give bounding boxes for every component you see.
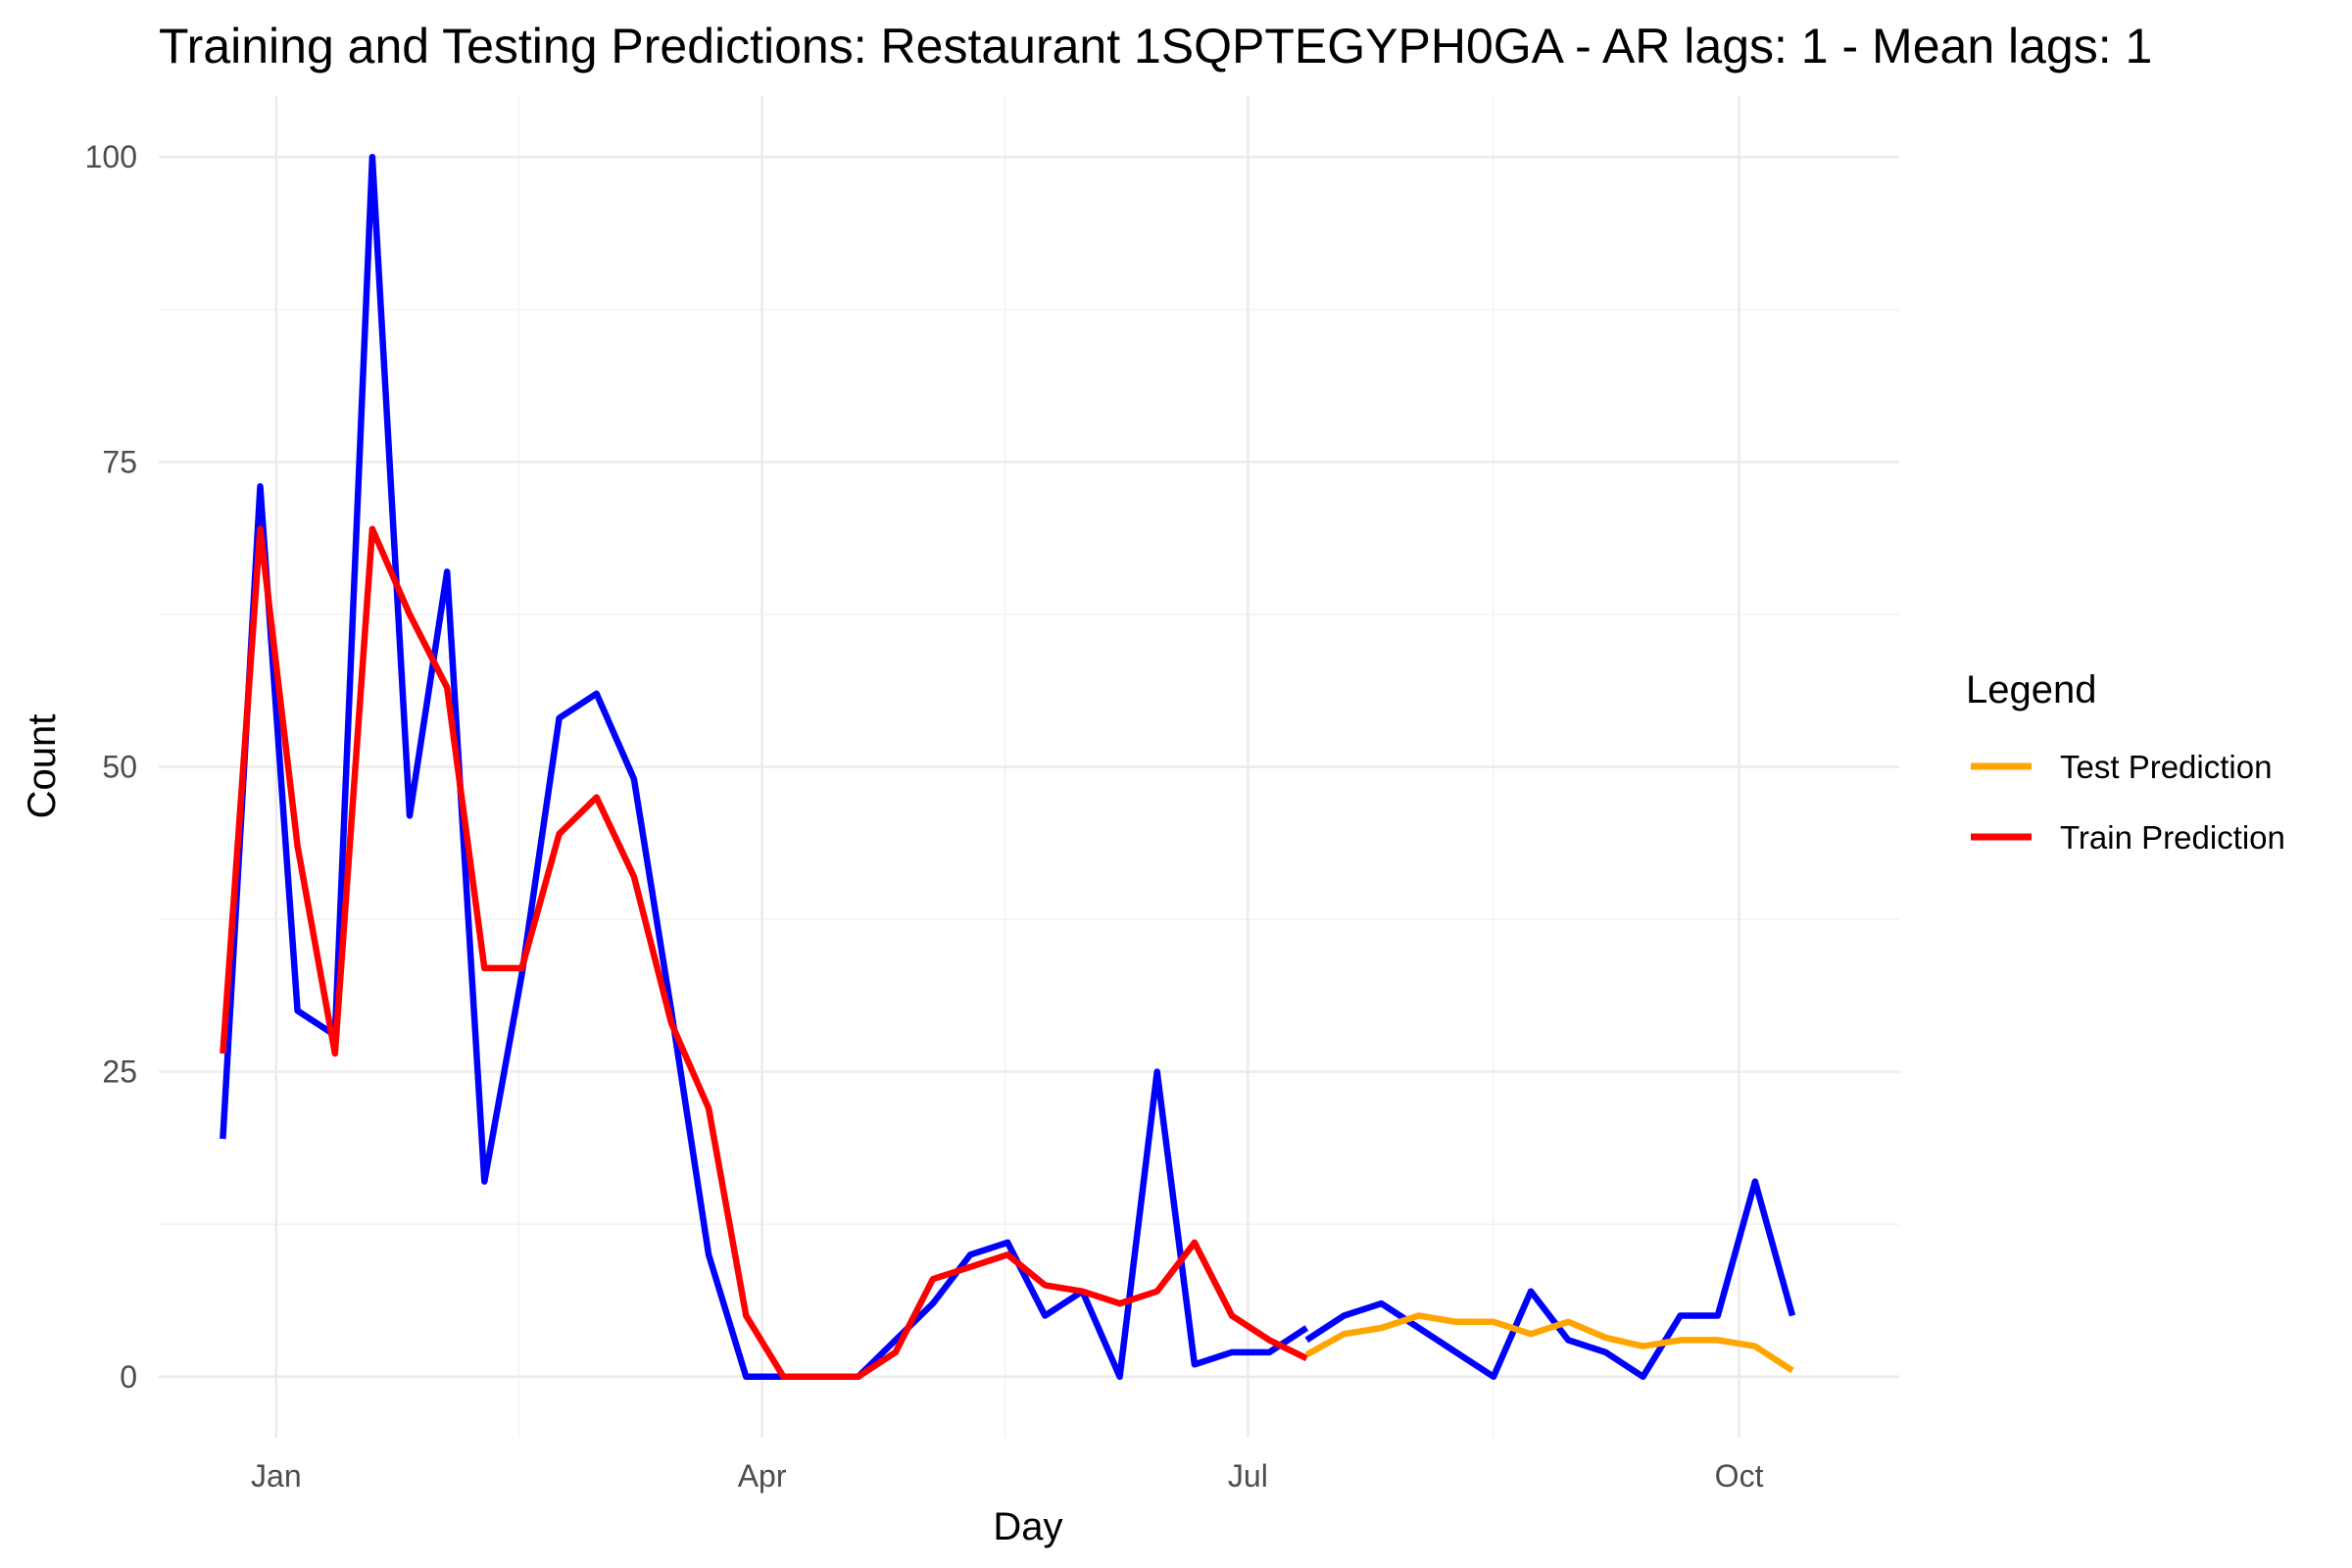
x-tick-labels: Jan Apr Jul Oct [251,1458,1764,1494]
grid [159,96,1899,1438]
legend-label-train-prediction: Train Prediction [2060,819,2285,856]
y-axis-title: Count [21,714,64,819]
legend-label-test-prediction: Test Prediction [2060,749,2272,785]
x-axis-title: Day [993,1505,1062,1548]
series-line-unlabeled-blue-0 [220,153,1309,1381]
chart-title: Training and Testing Predictions: Restau… [159,19,2152,74]
y-tick-labels: 0 25 50 75 100 [85,139,137,1395]
y-tick-label: 25 [102,1054,137,1090]
y-tick-label: 0 [120,1359,137,1395]
y-tick-label: 75 [102,444,137,479]
series-group [220,153,1796,1381]
x-tick-label: Apr [738,1458,787,1494]
legend: Legend Test Prediction Train Prediction [1966,668,2285,856]
x-tick-label: Jan [251,1458,302,1494]
y-tick-label: 100 [85,139,137,174]
x-tick-label: Oct [1715,1458,1764,1494]
series-line-test-prediction [1304,1312,1794,1374]
x-tick-label: Jul [1228,1458,1268,1494]
y-tick-label: 50 [102,750,137,785]
series-line-train-prediction [220,525,1308,1381]
legend-title: Legend [1966,668,2096,711]
series-line-unlabeled-blue-1 [1304,1178,1796,1381]
